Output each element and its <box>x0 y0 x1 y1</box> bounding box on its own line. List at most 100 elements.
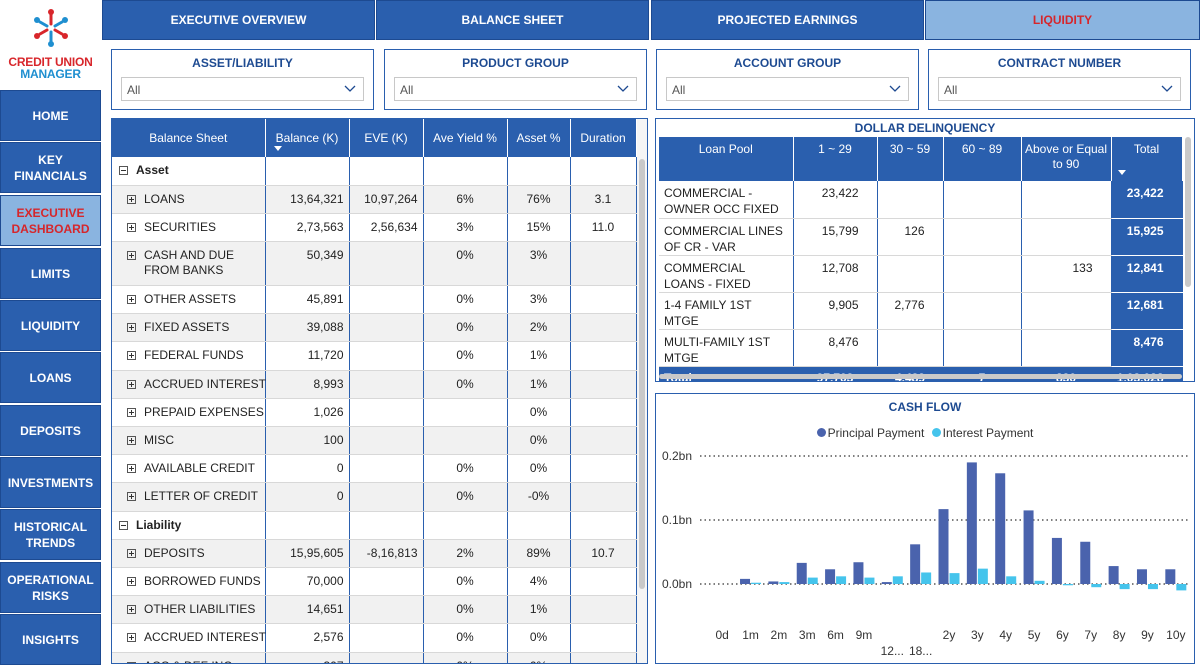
chevron-down-icon[interactable] <box>1160 81 1174 95</box>
table-row[interactable]: DEPOSITS 15,95,605 -8,16,813 2% 89% 10.7 <box>112 539 637 568</box>
expand-icon[interactable] <box>127 351 136 361</box>
delinquency-row[interactable]: COMMERCIAL - OWNER OCC FIXED 23,422 23,422 <box>659 181 1183 219</box>
table-row[interactable]: OTHER LIABILITIES 14,651 0% 1% <box>112 595 637 625</box>
expand-icon[interactable] <box>127 251 136 261</box>
chevron-down-icon[interactable] <box>888 81 902 95</box>
tab-projected-earnings[interactable]: PROJECTED EARNINGS <box>651 0 924 40</box>
collapse-icon[interactable] <box>119 520 128 530</box>
interest-bar[interactable] <box>977 568 988 584</box>
interest-bar[interactable] <box>921 572 932 584</box>
delinquency-horizontal-scrollbar[interactable] <box>659 374 1182 379</box>
expand-icon[interactable] <box>127 194 136 204</box>
principal-bar[interactable] <box>1136 569 1147 584</box>
delinquency-row[interactable]: COMMERCIAL LINES OF CR - VAR 15,799 126 15,… <box>659 218 1183 256</box>
principal-bar[interactable] <box>796 562 807 584</box>
table-row[interactable]: PREPAID EXPENSES 1,026 0% <box>112 398 637 428</box>
table-row[interactable]: BORROWED FUNDS 70,000 0% 4% <box>112 567 637 597</box>
nav-item-deposits[interactable]: DEPOSITS <box>0 405 101 456</box>
expand-icon[interactable] <box>127 295 136 305</box>
tab-liquidity[interactable]: LIQUIDITY <box>925 0 1200 40</box>
principal-bar[interactable] <box>853 562 864 584</box>
delinquency-scrollbar[interactable] <box>1185 137 1191 287</box>
table-row[interactable]: SECURITIES 2,73,563 2,56,634 3% 15% 11.0 <box>112 213 637 243</box>
principal-bar[interactable] <box>1165 569 1176 584</box>
table-row[interactable]: LOANS 13,64,321 10,97,264 6% 76% 3.1 <box>112 185 637 214</box>
interest-bar[interactable] <box>836 576 847 584</box>
legend-principal-label[interactable]: Principal Payment <box>827 426 925 440</box>
expand-icon[interactable] <box>127 222 136 232</box>
interest-bar[interactable] <box>751 582 762 584</box>
interest-bar[interactable] <box>779 582 790 584</box>
principal-bar[interactable] <box>938 509 949 584</box>
column-header-duration[interactable]: Duration <box>570 119 637 157</box>
column-header-balance-k[interactable]: Balance (K) <box>265 119 350 157</box>
legend-interest-label[interactable]: Interest Payment <box>942 426 1034 440</box>
chevron-down-icon[interactable] <box>343 81 357 95</box>
principal-bar[interactable] <box>1108 566 1119 584</box>
nav-item-liquidity[interactable]: LIQUIDITY <box>0 300 101 351</box>
nav-item-operational-risks[interactable]: OPERATIONAL RISKS <box>0 562 101 613</box>
interest-bar[interactable] <box>1062 584 1073 586</box>
interest-bar[interactable] <box>1119 584 1130 590</box>
table-row[interactable]: FIXED ASSETS 39,088 0% 2% <box>112 313 637 343</box>
table-row[interactable]: ACCRUED INTEREST 8,993 0% 1% <box>112 370 637 399</box>
expand-icon[interactable] <box>127 323 136 333</box>
principal-bar[interactable] <box>995 473 1006 584</box>
interest-bar[interactable] <box>1006 576 1017 584</box>
principal-bar[interactable] <box>910 544 921 584</box>
delinquency-row[interactable]: MULTI-FAMILY 1ST MTGE 8,476 8,476 <box>659 329 1183 367</box>
delinquency-header-total[interactable]: Total <box>1111 137 1183 181</box>
principal-bar[interactable] <box>966 462 977 584</box>
balance-table-scrollbar[interactable] <box>639 159 645 589</box>
delinquency-header-60-89[interactable]: 60 ~ 89 <box>943 137 1022 181</box>
principal-bar[interactable] <box>1023 510 1034 584</box>
nav-item-historical-trends[interactable]: HISTORICAL TRENDS <box>0 509 101 560</box>
filter-select[interactable]: All <box>121 77 364 101</box>
nav-item-home[interactable]: HOME <box>0 90 101 141</box>
principal-bar[interactable] <box>1051 537 1062 584</box>
expand-icon[interactable] <box>127 576 136 586</box>
nav-item-loans[interactable]: LOANS <box>0 352 101 403</box>
interest-bar[interactable] <box>807 577 818 584</box>
nav-item-investments[interactable]: INVESTMENTS <box>0 457 101 508</box>
column-header-eve-k[interactable]: EVE (K) <box>349 119 424 157</box>
delinquency-row[interactable]: 1-4 FAMILY 1ST MTGE 9,905 2,776 12,681 <box>659 292 1183 330</box>
filter-select[interactable]: All <box>938 77 1181 101</box>
delinquency-header-loan-pool[interactable]: Loan Pool <box>659 137 794 181</box>
column-header-balance-sheet[interactable]: Balance Sheet <box>112 119 266 157</box>
expand-icon[interactable] <box>127 605 136 615</box>
interest-bar[interactable] <box>949 573 960 584</box>
principal-bar[interactable] <box>881 582 892 584</box>
expand-icon[interactable] <box>127 661 136 663</box>
nav-item-executive-dashboard[interactable]: EXECUTIVE DASHBOARD <box>0 195 101 246</box>
tab-executive-overview[interactable]: EXECUTIVE OVERVIEW <box>102 0 375 40</box>
nav-item-key-financials[interactable]: KEY FINANCIALS <box>0 142 101 193</box>
interest-bar[interactable] <box>1091 584 1102 588</box>
interest-bar[interactable] <box>1176 584 1187 591</box>
table-row[interactable]: CASH AND DUE FROM BANKS 50,349 0% 3% <box>112 241 637 287</box>
expand-icon[interactable] <box>127 379 136 389</box>
table-row[interactable]: OTHER ASSETS 45,891 0% 3% <box>112 285 637 315</box>
interest-bar[interactable] <box>1147 584 1158 590</box>
chevron-down-icon[interactable] <box>616 81 630 95</box>
delinquency-header-above-or-equal-to-90[interactable]: Above or Equal to 90 <box>1021 137 1112 181</box>
delinquency-header-1-29[interactable]: 1 ~ 29 <box>793 137 878 181</box>
filter-select[interactable]: All <box>666 77 909 101</box>
interest-bar[interactable] <box>892 576 903 584</box>
principal-bar[interactable] <box>1080 541 1091 584</box>
principal-bar[interactable] <box>740 578 751 584</box>
expand-icon[interactable] <box>127 407 136 417</box>
column-header-asset[interactable]: Asset % <box>507 119 571 157</box>
table-row[interactable]: ACCRUED INTEREST 2,576 0% 0% <box>112 623 637 653</box>
expand-icon[interactable] <box>127 633 136 643</box>
delinquency-header-30-59[interactable]: 30 ~ 59 <box>877 137 944 181</box>
expand-icon[interactable] <box>127 492 136 502</box>
table-row[interactable]: LETTER OF CREDIT 0 0% -0% <box>112 482 637 512</box>
table-row[interactable]: AVAILABLE CREDIT 0 0% 0% <box>112 454 637 484</box>
expand-icon[interactable] <box>127 464 136 474</box>
nav-item-limits[interactable]: LIMITS <box>0 248 101 299</box>
interest-bar[interactable] <box>864 577 875 584</box>
collapse-icon[interactable] <box>119 166 128 175</box>
group-row[interactable]: Liability <box>112 511 637 540</box>
principal-bar[interactable] <box>768 581 779 584</box>
